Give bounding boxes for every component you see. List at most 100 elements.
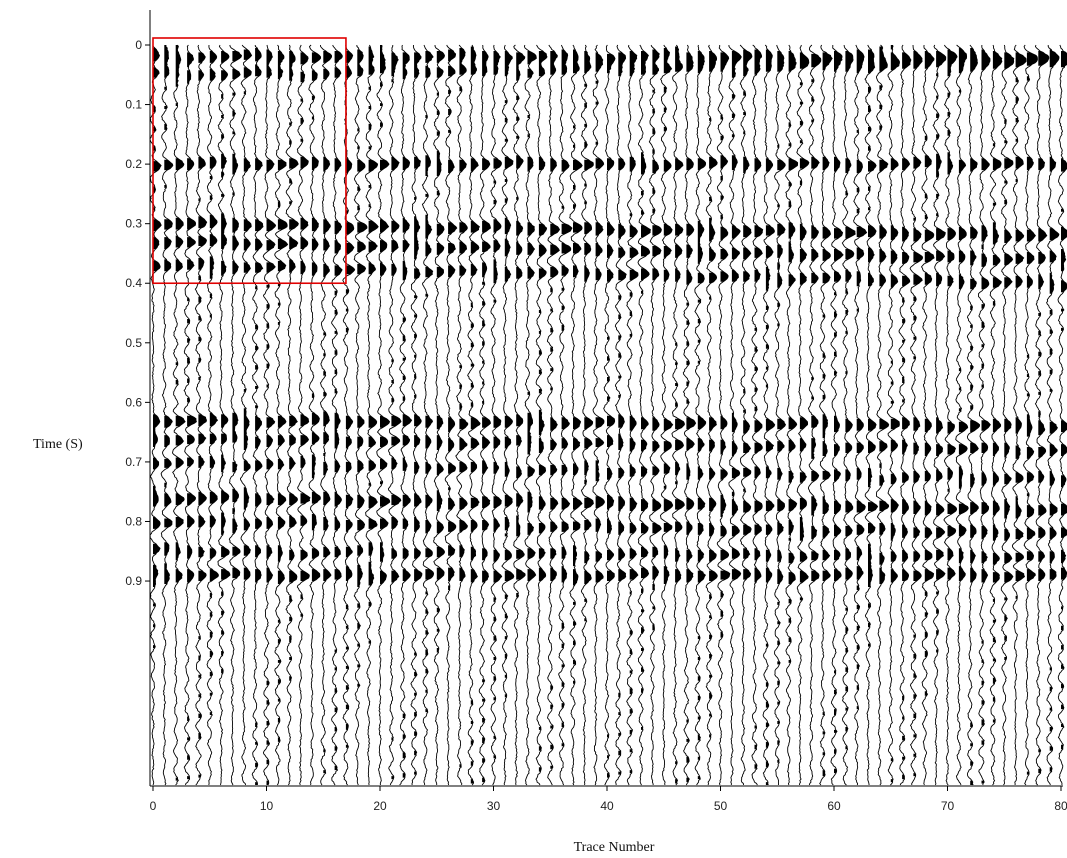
trace [319, 44, 333, 786]
trace-line [376, 44, 391, 786]
trace [909, 44, 924, 786]
trace-fill [743, 49, 752, 580]
trace-line [864, 44, 879, 786]
trace-line [569, 44, 583, 786]
trace-line [535, 44, 548, 786]
trace-fill [198, 52, 207, 778]
trace-line [626, 44, 639, 786]
trace [580, 44, 594, 786]
trace [819, 44, 833, 786]
x-axis-title: Trace Number [574, 840, 655, 855]
trace-line [319, 44, 333, 786]
trace-fill [164, 45, 173, 584]
trace-line [296, 44, 311, 786]
trace [365, 44, 379, 786]
trace-line [671, 44, 685, 786]
y-tick-label: 0.2 [125, 157, 142, 171]
trace-fill [924, 51, 935, 696]
trace-fill [629, 51, 639, 774]
trace-fill [277, 51, 288, 742]
trace-fill [641, 51, 651, 730]
trace-fill [958, 48, 969, 581]
trace [739, 44, 753, 786]
highlight-box [152, 37, 347, 285]
trace [342, 44, 356, 786]
trace-line [773, 44, 787, 786]
trace [376, 44, 391, 786]
trace-fill [675, 46, 685, 784]
trace-fill [550, 51, 560, 769]
trace-line [455, 44, 469, 786]
y-tick-label: 0.7 [125, 455, 142, 469]
x-tick-label: 20 [373, 799, 387, 813]
trace-line [637, 44, 651, 786]
trace [228, 44, 242, 786]
trace-fill [834, 51, 844, 774]
trace-fill [323, 51, 332, 774]
trace-line [1011, 44, 1027, 785]
trace [490, 44, 503, 786]
trace-line [490, 44, 503, 786]
trace-line [739, 44, 753, 786]
trace [1011, 44, 1027, 785]
trace [1000, 44, 1015, 786]
trace [943, 44, 958, 786]
trace-line [421, 44, 435, 786]
trace-line [149, 44, 162, 786]
trace-line [932, 44, 947, 786]
trace [648, 44, 662, 786]
y-tick-label: 0.9 [125, 574, 142, 588]
trace-line [308, 44, 322, 786]
trace-fill [1038, 51, 1049, 774]
x-tick-label: 10 [260, 799, 274, 813]
trace-fill [890, 45, 900, 783]
trace [705, 44, 718, 786]
trace-fill [425, 51, 434, 713]
trace-line [1046, 45, 1060, 786]
trace [762, 44, 776, 786]
trace [546, 44, 561, 786]
trace [830, 45, 844, 786]
trace-line [876, 44, 890, 786]
trace [932, 44, 947, 786]
trace-fill [584, 51, 594, 622]
trace-fill [970, 48, 980, 785]
trace-line [217, 44, 231, 786]
trace-line [807, 44, 822, 786]
y-tick-label: 0 [135, 38, 142, 52]
trace-fill [232, 51, 242, 579]
trace [149, 44, 162, 786]
y-axis-title: Time (S) [33, 437, 83, 452]
x-tick-label: 30 [487, 799, 501, 813]
trace [194, 44, 208, 786]
trace-line [353, 44, 368, 786]
trace-fill [573, 49, 583, 684]
trace-line [614, 44, 627, 786]
trace-line [580, 44, 594, 786]
trace-fill [697, 51, 706, 780]
trace-line [285, 44, 299, 786]
trace-fill [1015, 52, 1027, 599]
trace-line [989, 44, 1003, 786]
y-tick-label: 0.1 [125, 98, 142, 112]
trace [592, 44, 605, 786]
trace [671, 44, 685, 786]
trace [626, 44, 639, 786]
trace-line [410, 44, 423, 786]
x-tick-label: 60 [827, 799, 841, 813]
trace-line [592, 44, 605, 786]
trace [399, 44, 413, 786]
trace-line [194, 44, 208, 786]
trace-fill [754, 49, 763, 769]
trace-fill [811, 53, 821, 581]
trace-line [342, 44, 356, 786]
trace-fill [720, 52, 730, 638]
trace-fill [1004, 52, 1014, 660]
trace-line [943, 44, 958, 786]
trace-line [909, 44, 924, 786]
x-tick-label: 40 [600, 799, 614, 813]
trace-line [1023, 44, 1038, 786]
trace-fill [902, 52, 911, 780]
trace-fill [1061, 51, 1067, 750]
trace-line [399, 44, 413, 786]
